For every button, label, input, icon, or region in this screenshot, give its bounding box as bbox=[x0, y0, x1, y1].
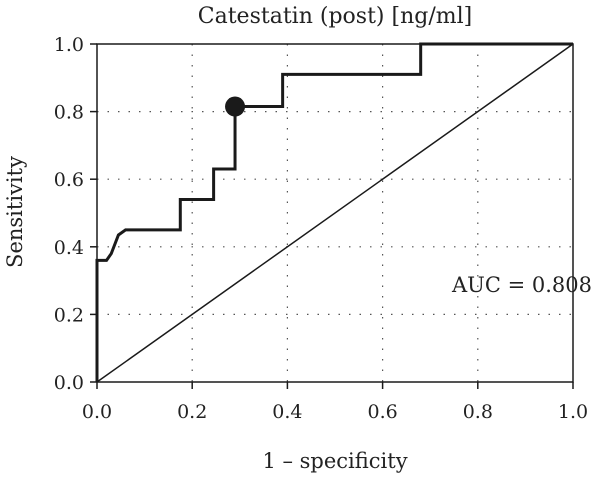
x-tick-label: 0.8 bbox=[463, 401, 493, 423]
y-tick-label: 1.0 bbox=[54, 34, 84, 56]
plot-frame bbox=[96, 43, 574, 383]
y-axis-label: Sensitivity bbox=[3, 156, 27, 268]
chart-title: Catestatin (post) [ng/ml] bbox=[198, 4, 472, 29]
optimal-cutoff-point bbox=[225, 96, 246, 117]
reference-diagonal bbox=[96, 43, 574, 383]
y-tick-label: 0.6 bbox=[54, 169, 84, 191]
auc-annotation: AUC = 0.808 bbox=[451, 273, 592, 297]
x-tick-label: 0.6 bbox=[367, 401, 397, 423]
y-tick-label: 0.4 bbox=[54, 237, 84, 259]
y-tick-label: 0.2 bbox=[54, 304, 84, 326]
y-tick-label: 0.8 bbox=[54, 102, 84, 124]
y-tick-labels: 0.0 0.2 0.4 0.6 0.8 1.0 bbox=[54, 34, 97, 394]
y-tick-label: 0.0 bbox=[54, 372, 84, 394]
x-tick-label: 0.0 bbox=[82, 401, 112, 423]
grid bbox=[97, 44, 573, 382]
x-axis-label: 1 – specificity bbox=[262, 449, 407, 473]
x-tick-label: 0.2 bbox=[177, 401, 207, 423]
x-tick-label: 0.4 bbox=[272, 401, 302, 423]
x-tick-labels: 0.0 0.2 0.4 0.6 0.8 1.0 bbox=[82, 382, 588, 423]
x-tick-label: 1.0 bbox=[558, 401, 588, 423]
roc-curve bbox=[95, 42, 573, 382]
